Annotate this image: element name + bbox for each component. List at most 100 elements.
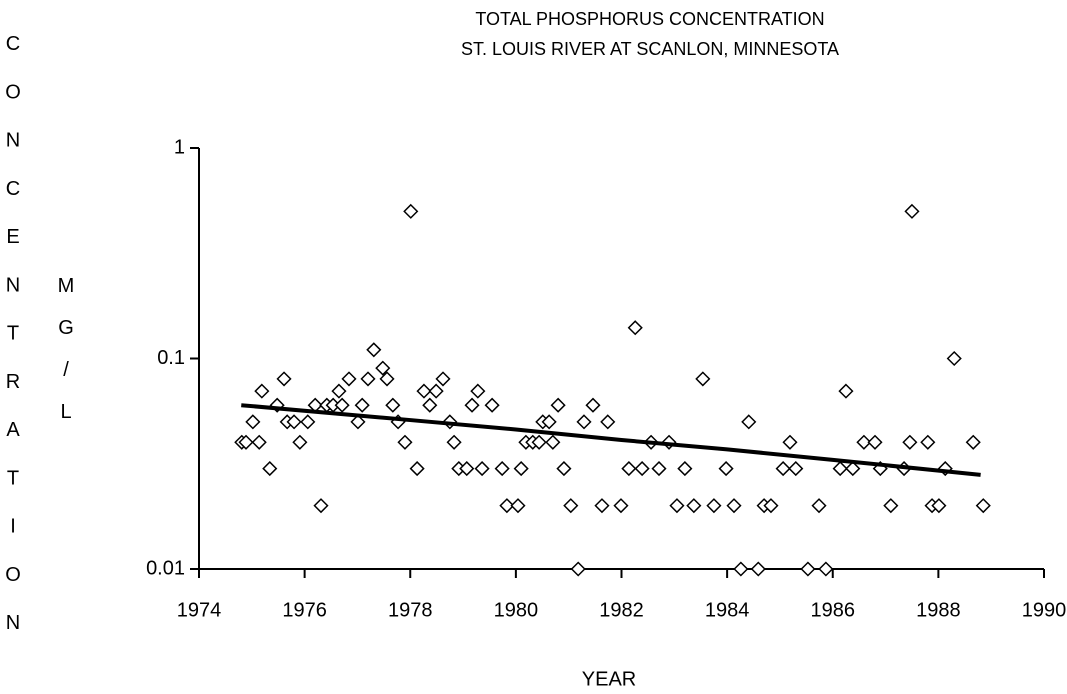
- data-point: [474, 461, 490, 477]
- data-point: [669, 498, 685, 514]
- data-point: [613, 498, 629, 514]
- data-point: [428, 383, 444, 399]
- data-point: [706, 498, 722, 514]
- data-point: [627, 320, 643, 336]
- data-point: [718, 461, 734, 477]
- data-point: [435, 371, 451, 387]
- data-point: [651, 461, 667, 477]
- data-point: [238, 434, 254, 450]
- data-point: [811, 498, 827, 514]
- data-point: [416, 383, 432, 399]
- data-point: [494, 461, 510, 477]
- x-tick-label: 1984: [705, 599, 750, 621]
- data-point: [726, 498, 742, 514]
- data-point: [545, 434, 561, 450]
- data-point: [313, 498, 329, 514]
- data-point: [334, 397, 350, 413]
- data-point: [788, 461, 804, 477]
- y-tick-label: 0.01: [146, 557, 185, 579]
- data-point: [576, 414, 592, 430]
- data-point: [741, 414, 757, 430]
- data-point: [800, 561, 816, 577]
- data-point: [331, 383, 347, 399]
- data-point: [856, 434, 872, 450]
- data-point: [397, 434, 413, 450]
- data-point: [621, 461, 637, 477]
- data-point: [464, 397, 480, 413]
- data-point: [775, 461, 791, 477]
- data-point: [459, 461, 475, 477]
- data-point: [686, 498, 702, 514]
- data-point: [600, 414, 616, 430]
- data-point: [499, 498, 515, 514]
- data-point: [375, 360, 391, 376]
- x-tick-label: 1976: [282, 599, 327, 621]
- trend-line: [241, 403, 981, 477]
- data-point: [484, 397, 500, 413]
- data-point: [563, 498, 579, 514]
- x-tick-label: 1990: [1022, 599, 1067, 621]
- data-point: [695, 371, 711, 387]
- data-point: [975, 498, 991, 514]
- data-point: [677, 461, 693, 477]
- data-point: [286, 414, 302, 430]
- data-point: [350, 414, 366, 430]
- x-axis-label: YEAR: [582, 668, 636, 690]
- data-point: [883, 498, 899, 514]
- chart-subtitle: ST. LOUIS RIVER AT SCANLON, MINNESOTA: [461, 39, 839, 59]
- data-point: [470, 383, 486, 399]
- data-point: [341, 371, 357, 387]
- data-point: [902, 434, 918, 450]
- data-point: [570, 561, 586, 577]
- data-point: [513, 461, 529, 477]
- data-point: [254, 383, 270, 399]
- data-point: [422, 397, 438, 413]
- x-tick-label: 1986: [811, 599, 856, 621]
- data-point: [403, 203, 419, 219]
- data-point: [531, 434, 547, 450]
- data-point: [510, 498, 526, 514]
- data-point: [379, 371, 395, 387]
- data-point: [276, 371, 292, 387]
- x-tick-label: 1980: [494, 599, 539, 621]
- y-tick-label: 0.1: [157, 347, 185, 369]
- data-point: [300, 414, 316, 430]
- y-tick-label: 1: [174, 136, 185, 158]
- x-tick-label: 1982: [599, 599, 644, 621]
- data-point: [245, 414, 261, 430]
- data-point: [594, 498, 610, 514]
- x-tick-label: 1978: [388, 599, 433, 621]
- data-point: [818, 561, 834, 577]
- data-point: [556, 461, 572, 477]
- data-point: [354, 397, 370, 413]
- data-point: [965, 434, 981, 450]
- x-tick-label: 1988: [916, 599, 961, 621]
- data-point: [550, 397, 566, 413]
- data-point: [946, 350, 962, 367]
- data-point: [585, 397, 601, 413]
- chart-title: TOTAL PHOSPHORUS CONCENTRATION: [475, 9, 824, 29]
- data-point: [867, 434, 883, 450]
- data-point: [385, 397, 401, 413]
- data-point: [292, 434, 308, 450]
- data-point: [733, 561, 749, 577]
- data-point: [750, 561, 766, 577]
- data-point: [409, 461, 425, 477]
- data-point: [446, 434, 462, 450]
- y-axis-unit: M G / L: [58, 275, 75, 423]
- data-point: [541, 414, 557, 430]
- data-point: [360, 371, 376, 387]
- data-point: [931, 498, 947, 514]
- data-point: [838, 383, 854, 399]
- x-tick-label: 1974: [177, 599, 222, 621]
- data-point: [782, 434, 798, 450]
- data-point: [251, 434, 267, 450]
- data-point: [366, 342, 382, 358]
- data-point: [262, 461, 278, 477]
- data-point: [634, 461, 650, 477]
- data-point: [904, 203, 920, 219]
- data-point: [845, 461, 861, 477]
- data-point: [763, 498, 779, 514]
